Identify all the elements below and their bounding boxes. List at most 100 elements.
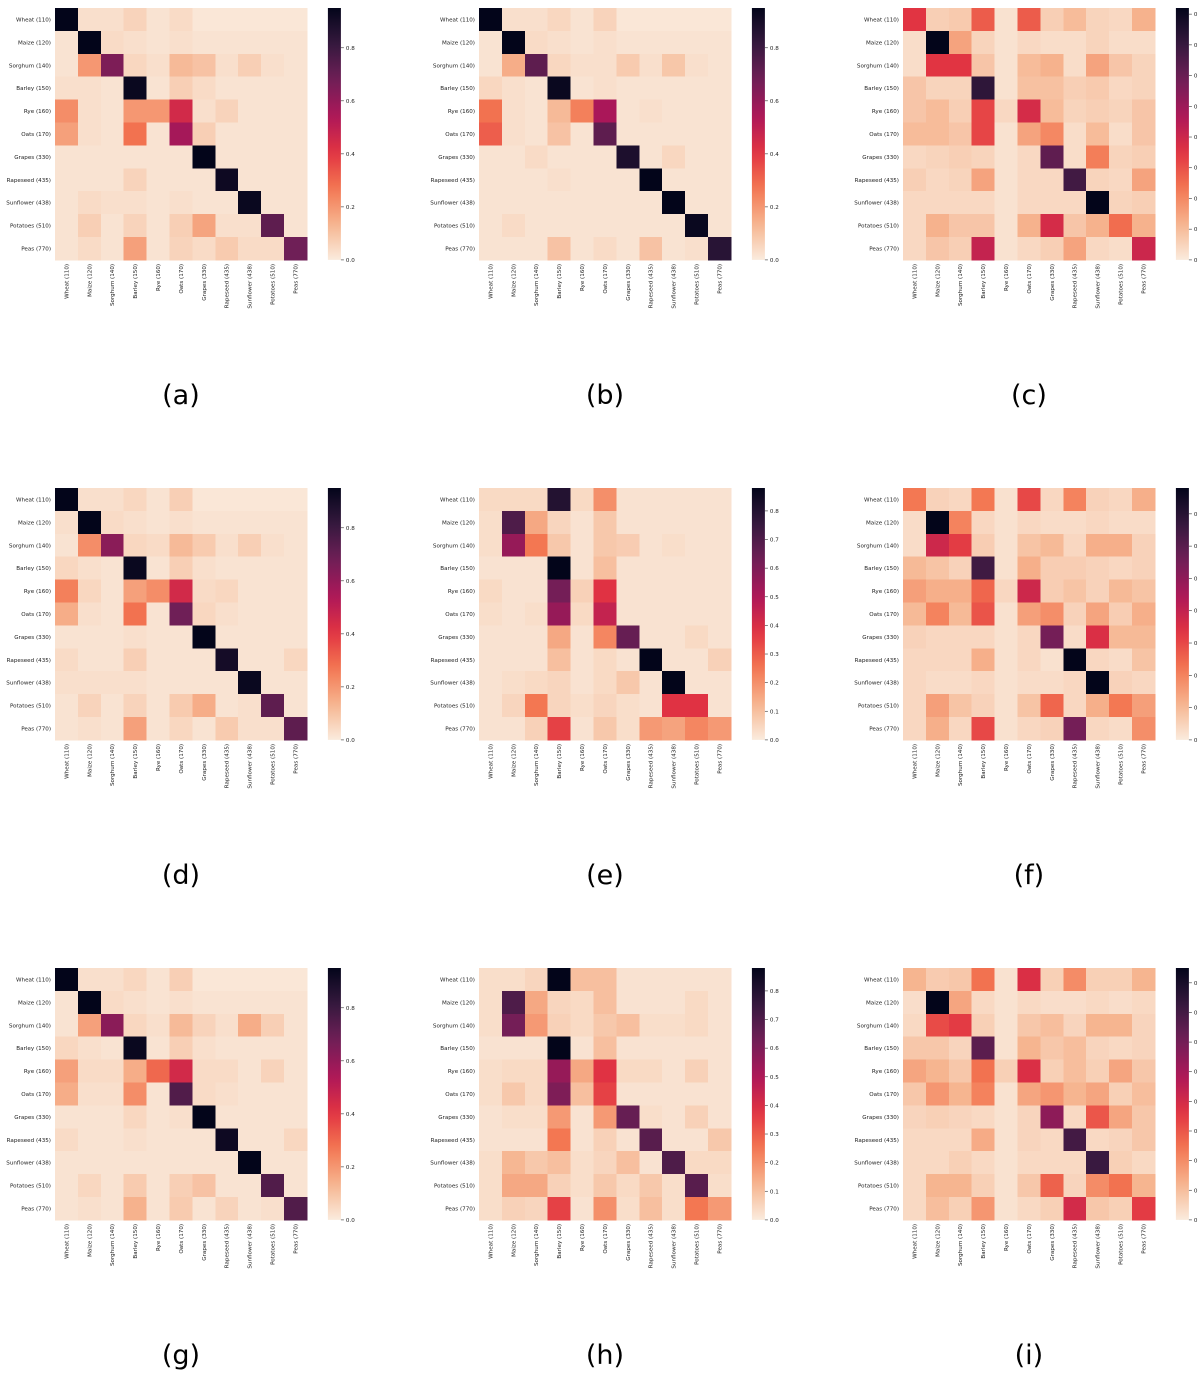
heatmap-cell: [1040, 579, 1064, 603]
heatmap-cell: [547, 76, 571, 100]
panel-i: Wheat (110) Maize (120) Sorghum (140) Barle…: [848, 960, 1198, 1380]
heatmap-cell: [948, 168, 973, 192]
heatmap-cell: [903, 237, 927, 261]
colorbar-tick-label: 0.6: [770, 99, 779, 105]
heatmap-cell: [685, 556, 709, 580]
heatmap-cell: [169, 1128, 193, 1152]
column-label-barley-150: Barley (150): [981, 744, 987, 779]
heatmap-cell: [77, 1151, 102, 1175]
heatmap-cell: [639, 990, 663, 1015]
heatmap-cell: [1132, 122, 1156, 146]
colorbar: [751, 968, 765, 1220]
heatmap-cell: [77, 30, 102, 55]
heatmap-cell: [1086, 214, 1110, 238]
caption-e: (e): [586, 860, 624, 891]
heatmap-cell: [708, 122, 732, 146]
row-label-oats-170: Oats (170): [869, 612, 899, 618]
column-label-peas-770: Peas (770): [717, 744, 723, 774]
heatmap-cell: [501, 556, 526, 580]
heatmap-cell: [1040, 145, 1064, 169]
heatmap-cell: [1017, 145, 1041, 169]
heatmap-cell: [903, 99, 927, 123]
heatmap-cell: [215, 533, 239, 558]
heatmap-cell: [925, 1128, 950, 1152]
heatmap-cell: [685, 533, 709, 558]
heatmap-cell: [1017, 191, 1041, 215]
heatmap-cell: [925, 122, 950, 146]
heatmap-cell: [169, 30, 193, 55]
heatmap-cell: [1063, 717, 1087, 741]
heatmap-cell: [948, 30, 973, 55]
heatmap-cell: [903, 625, 927, 649]
heatmap-h: Wheat (110) Maize (120) Sorghum (140) Barle…: [430, 968, 779, 1269]
heatmap-cell: [501, 579, 526, 603]
heatmap-cell: [685, 214, 709, 238]
heatmap-cell: [100, 556, 125, 580]
heatmap-cell: [948, 671, 973, 695]
heatmap-cell: [570, 145, 594, 169]
heatmap-cell: [524, 1013, 549, 1038]
column-label-rapeseed-435: Rapeseed (435): [649, 1224, 655, 1268]
heatmap-cell: [524, 122, 549, 146]
heatmap-cell: [123, 968, 147, 992]
heatmap-cell: [146, 488, 170, 512]
heatmap-cell: [123, 1128, 147, 1152]
heatmap-cell: [284, 533, 308, 558]
heatmap-cell: [1086, 533, 1110, 558]
column-label-potatoes-510: Potatoes (510): [1119, 264, 1125, 305]
column-label-sunflower-438: Sunflower (438): [248, 264, 254, 309]
column-label-rye-160: Rye (160): [1004, 1224, 1010, 1251]
heatmap-cell: [616, 30, 640, 55]
heatmap-cell: [192, 1197, 216, 1221]
heatmap-cell: [708, 214, 732, 238]
column-label-rapeseed-435: Rapeseed (435): [649, 264, 655, 308]
heatmap-cell: [77, 1082, 102, 1106]
heatmap-cell: [1109, 1082, 1133, 1106]
heatmap-cell: [708, 625, 732, 649]
heatmap-cell: [708, 717, 732, 741]
heatmap-cell: [1132, 602, 1156, 626]
heatmap-cell: [547, 533, 571, 558]
heatmap-cell: [570, 1013, 594, 1038]
column-label-oats-170: Oats (170): [179, 744, 185, 774]
heatmap-cell: [903, 53, 927, 78]
heatmap-cell: [1040, 717, 1064, 741]
heatmap-cell: [479, 191, 503, 215]
colorbar-tick-label: 0.2: [770, 1161, 779, 1167]
heatmap-cell: [123, 1082, 147, 1106]
row-label-barley-150: Barley (150): [864, 1046, 899, 1052]
heatmap-cell: [192, 990, 216, 1015]
row-label-oats-170: Oats (170): [21, 612, 51, 618]
heatmap-e: Wheat (110) Maize (120) Sorghum (140) Barle…: [430, 488, 779, 789]
heatmap-cell: [123, 694, 147, 718]
heatmap-cell: [639, 625, 663, 649]
heatmap-cell: [238, 214, 262, 238]
heatmap-cell: [238, 488, 262, 512]
heatmap-cell: [1086, 625, 1110, 649]
caption-h: (h): [585, 1340, 625, 1371]
heatmap-cell: [662, 191, 686, 215]
heatmap-cell: [925, 8, 950, 32]
heatmap-cell: [55, 717, 79, 741]
heatmap-cell: [903, 1174, 927, 1198]
row-label-barley-150: Barley (150): [440, 86, 475, 92]
heatmap-cell: [100, 53, 125, 78]
heatmap-cell: [77, 533, 102, 558]
heatmap-cell: [1132, 968, 1156, 992]
heatmap-cell: [501, 145, 526, 169]
column-label-oats-170: Oats (170): [1027, 744, 1033, 774]
heatmap-cell: [77, 53, 102, 78]
heatmap-cell: [284, 488, 308, 512]
heatmap-cell: [261, 99, 285, 123]
column-label-barley-150: Barley (150): [133, 264, 139, 299]
heatmap-cell: [1109, 8, 1133, 32]
heatmap-cell: [100, 717, 125, 741]
heatmap-cell: [593, 1059, 617, 1083]
heatmap-cell: [501, 533, 526, 558]
heatmap-cell: [146, 717, 170, 741]
row-label-sunflower-438: Sunflower (438): [854, 201, 899, 207]
column-label-oats-170: Oats (170): [1027, 264, 1033, 294]
heatmap-cell: [524, 717, 549, 741]
heatmap-cell: [903, 556, 927, 580]
row-label-peas-770: Peas (770): [869, 1206, 899, 1212]
